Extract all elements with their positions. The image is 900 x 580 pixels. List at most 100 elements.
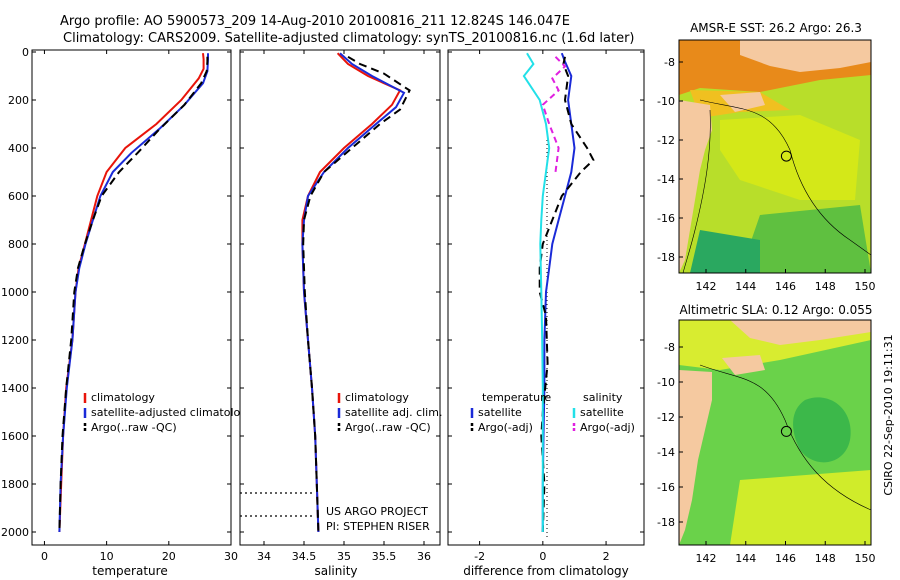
map-xtick-label: 142 [696, 280, 717, 293]
series-line-salinity-argo-adj- [541, 56, 567, 173]
salinity-panel: 34 34.5 35 35.5 36 salinity climatology satel… [239, 49, 442, 578]
header-line-2: Climatology: CARS2009. Satellite-adjuste… [63, 31, 635, 46]
legend-climatology-label: climatology [345, 391, 409, 404]
project-credit: US ARGO PROJECT [326, 505, 428, 518]
map-ytick-label: -18 [657, 251, 675, 264]
xtick-label: 10 [100, 550, 114, 563]
sla-map-title: Altimetric SLA: 0.12 Argo: 0.055 [679, 303, 872, 317]
map-xtick-label: 146 [775, 552, 796, 565]
ytick-label: 0 [22, 46, 29, 59]
temperature-legend: climatology satellite-adjusted climatolog… [83, 391, 254, 434]
map-ytick-label: -12 [657, 134, 675, 147]
map-ytick-label: -8 [664, 341, 675, 354]
map-ytick-label: -16 [657, 481, 675, 494]
sst-yellow-patch [720, 115, 860, 200]
ytick-label: 800 [8, 238, 29, 251]
difference-panel: -2 0 2 difference from climatology tempera… [447, 49, 645, 578]
legend-sal-satellite-label: satellite [580, 406, 624, 419]
map-ytick-label: -14 [657, 446, 675, 459]
map-xtick-label: 148 [815, 280, 836, 293]
map-ytick-label: -8 [664, 56, 675, 69]
salinity-series [301, 52, 411, 533]
sst-map-frame [678, 39, 872, 274]
temperature-axes [31, 49, 232, 546]
sst-reef-contour [699, 99, 871, 256]
xtick-label: 35.5 [372, 550, 397, 563]
sst-teal-edge [690, 230, 760, 273]
ytick-label: 400 [8, 142, 29, 155]
sst-land-island [720, 92, 765, 112]
salinity-ticks: 34 34.5 35 35.5 36 [240, 50, 440, 563]
temperature-xlabel: temperature [92, 564, 167, 578]
xtick-label: 36 [417, 550, 431, 563]
legend-temp-satellite-label: satellite [478, 406, 522, 419]
difference-xlabel: difference from climatology [463, 564, 629, 578]
ytick-label: 200 [8, 94, 29, 107]
xtick-label: 35 [337, 550, 351, 563]
map-xtick-label: 146 [775, 280, 796, 293]
legend-salinity-heading: salinity [583, 391, 623, 404]
legend-argo-label: Argo(..raw -QC) [91, 421, 177, 434]
sst-land-west [679, 100, 712, 273]
xtick-label: 34 [257, 550, 271, 563]
legend-climatology-label: climatology [91, 391, 155, 404]
map-xtick-label: 148 [815, 552, 836, 565]
salinity-legend: climatology satellite adj. clim. Argo(..ra… [337, 391, 442, 434]
map-ytick-label: -14 [657, 173, 675, 186]
sla-land-island [722, 355, 765, 375]
sla-yellow-south [730, 470, 871, 545]
map-ytick-label: -12 [657, 411, 675, 424]
sla-land-west [679, 370, 712, 545]
map-ytick-label: -10 [657, 95, 675, 108]
header-line-1: Argo profile: AO 5900573_209 14-Aug-2010… [60, 14, 570, 29]
map-ytick-label: -16 [657, 212, 675, 225]
pi-credit: PI: STEPHEN RISER [326, 520, 430, 533]
legend-temperature-heading: temperature [482, 391, 551, 404]
temperature-panel: 0 10 20 30 0 200 400 600 800 1000 1200 1400 1600 1800… [1, 46, 254, 578]
salinity-axes [239, 49, 441, 546]
xtick-label: -2 [474, 550, 485, 563]
footer-credit: CSIRO 22-Sep-2010 19:11:31 [882, 334, 895, 495]
xtick-label: 0 [539, 550, 546, 563]
xtick-label: 0 [41, 550, 48, 563]
sst-land-north [740, 40, 871, 72]
sst-map-title: AMSR-E SST: 26.2 Argo: 26.3 [690, 21, 862, 35]
sla-map-ticks: 142 144 146 148 150 -8 -10 -12 -14 -16 -18 [657, 341, 875, 565]
map-xtick-label: 142 [696, 552, 717, 565]
map-ytick-label: -18 [657, 516, 675, 529]
xtick-label: 30 [224, 550, 238, 563]
sst-float-marker [780, 150, 792, 162]
ytick-label: 1600 [1, 430, 29, 443]
series-line-salinity-satellite [522, 52, 551, 532]
xtick-label: 20 [162, 550, 176, 563]
map-xtick-label: 150 [855, 552, 876, 565]
difference-legend: temperature satellite Argo(-adj) salinity sa… [470, 391, 635, 434]
difference-ticks: -2 0 2 [448, 50, 644, 563]
map-ytick-label: -10 [657, 376, 675, 389]
xtick-label: 34.5 [292, 550, 317, 563]
sla-dark-blob [793, 397, 851, 463]
ytick-label: 600 [8, 190, 29, 203]
salinity-xlabel: salinity [314, 564, 357, 578]
map-xtick-label: 144 [735, 552, 756, 565]
sla-land-north [730, 320, 871, 345]
legend-argo-label: Argo(..raw -QC) [345, 421, 431, 434]
sst-map-ticks: 142 144 146 148 150 -8 -10 -12 -14 -16 -18 [657, 56, 875, 293]
sst-map: 142 144 146 148 150 -8 -10 -12 -14 -16 -18 [657, 39, 876, 293]
temperature-series [58, 53, 209, 533]
series-line-temperature-satellite [541, 52, 576, 532]
map-xtick-label: 150 [855, 280, 876, 293]
sst-coast-contour [682, 109, 711, 273]
sla-map: 142 144 146 148 150 -8 -10 -12 -14 -16 -18 [657, 319, 876, 565]
ytick-label: 1400 [1, 382, 29, 395]
series-line-argo-raw-qc- [58, 56, 209, 533]
xtick-label: 2 [603, 550, 610, 563]
sla-float-marker [780, 425, 792, 437]
legend-satellite-label: satellite-adjusted climatology [91, 406, 254, 419]
temperature-ticks: 0 10 20 30 0 200 400 600 800 1000 1200 1400 1600 1800… [1, 46, 238, 563]
map-xtick-label: 144 [735, 280, 756, 293]
ytick-label: 1800 [1, 478, 29, 491]
sst-cool-south [740, 205, 871, 273]
legend-satellite-label: satellite adj. clim. [345, 406, 442, 419]
